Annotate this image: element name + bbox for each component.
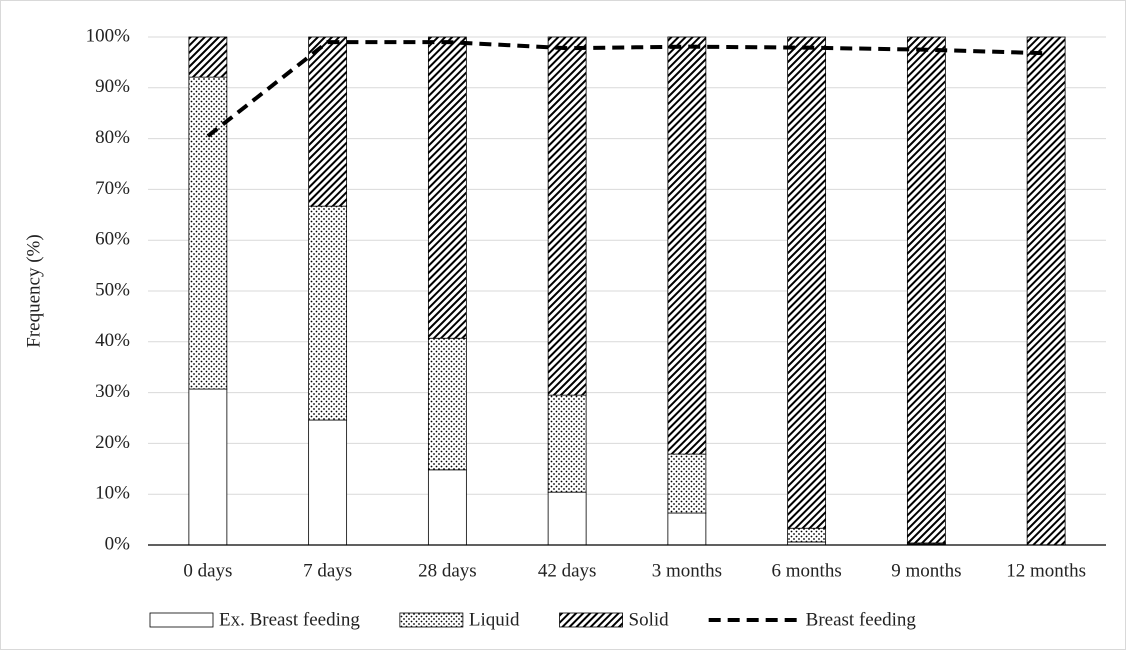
- legend-label: Solid: [629, 609, 670, 630]
- x-tick-label: 9 months: [891, 560, 961, 581]
- bar-segment: [1026, 36, 1066, 546]
- x-tick-label: 6 months: [772, 560, 842, 581]
- bar-segment: [667, 36, 707, 455]
- y-tick-label: 100%: [86, 25, 131, 46]
- x-tick-label: 3 months: [652, 560, 722, 581]
- bar-segment: [787, 36, 827, 529]
- y-tick-label: 0%: [105, 533, 131, 554]
- legend-label: Liquid: [469, 609, 520, 630]
- y-tick-label: 90%: [95, 76, 130, 97]
- x-tick-label: 42 days: [538, 560, 597, 581]
- bar-segment: [667, 512, 707, 546]
- y-tick-label: 70%: [95, 178, 130, 199]
- y-axis-title: Frequency (%): [23, 234, 44, 347]
- x-tick-label: 12 months: [1006, 560, 1086, 581]
- bar-segment: [547, 491, 587, 546]
- x-tick-label: 0 days: [183, 560, 232, 581]
- y-tick-label: 50%: [95, 279, 130, 300]
- legend-label: Ex. Breast feeding: [219, 609, 360, 630]
- bar-segment: [667, 453, 707, 514]
- bar-segment: [427, 469, 467, 546]
- y-tick-label: 10%: [95, 483, 130, 504]
- legend-swatch: [399, 612, 464, 628]
- line-series: [206, 40, 1047, 138]
- y-tick-label: 40%: [95, 330, 130, 351]
- y-tick-label: 30%: [95, 381, 130, 402]
- bar-segment: [427, 337, 467, 471]
- bar-segment: [787, 527, 827, 543]
- bar-segment: [547, 394, 587, 493]
- legend-swatch: [149, 612, 214, 628]
- bar-segment: [547, 36, 587, 396]
- bar-segment: [188, 36, 228, 78]
- y-tick-label: 20%: [95, 432, 130, 453]
- legend-label: Breast feeding: [806, 609, 917, 630]
- bar-segment: [308, 205, 348, 421]
- bar-segment: [188, 76, 228, 390]
- bar-segment: [427, 36, 467, 339]
- y-tick-label: 60%: [95, 229, 130, 250]
- legend-swatch: [559, 612, 623, 628]
- bar-segment: [906, 36, 946, 544]
- y-tick-label: 80%: [95, 127, 130, 148]
- bar-segment: [308, 419, 348, 546]
- x-tick-label: 28 days: [418, 560, 477, 581]
- x-tick-label: 7 days: [303, 560, 352, 581]
- bar-segment: [188, 388, 228, 546]
- bar-segment: [308, 36, 348, 207]
